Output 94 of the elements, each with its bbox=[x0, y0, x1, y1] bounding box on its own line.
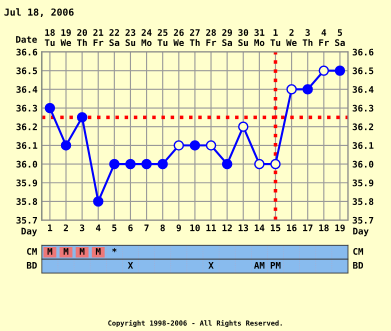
point bbox=[334, 65, 346, 76]
x2-tick-label: 19 We bbox=[60, 29, 72, 46]
point bbox=[93, 196, 104, 207]
point bbox=[141, 158, 152, 170]
text: AM bbox=[254, 262, 264, 269]
text: CM bbox=[353, 248, 364, 255]
x-tick-label: 7 bbox=[144, 224, 149, 232]
x-tick-label: 1 bbox=[48, 224, 52, 232]
y2-tick-label: 36.1 bbox=[352, 142, 374, 149]
text: X bbox=[128, 262, 134, 269]
text: Day bbox=[353, 228, 369, 236]
x-tick-label: 8 bbox=[160, 224, 165, 232]
point bbox=[318, 65, 330, 76]
x2-tick-label: 1 Tu bbox=[270, 29, 280, 46]
point bbox=[238, 122, 248, 132]
x2-tick-label: 30 Su bbox=[238, 29, 248, 46]
x-tick-label: 13 bbox=[238, 224, 248, 232]
x-tick-label: 18 bbox=[319, 224, 329, 232]
x-tick-label: 12 bbox=[222, 224, 232, 232]
y-tick-label: 36.4 bbox=[16, 86, 38, 93]
text: CM bbox=[27, 248, 37, 255]
text: M bbox=[80, 248, 84, 255]
x2-tick-label: 2 We bbox=[286, 29, 297, 46]
point bbox=[222, 158, 232, 170]
point bbox=[76, 112, 88, 123]
text: M bbox=[48, 248, 52, 255]
x-tick-label: 4 bbox=[96, 224, 101, 232]
chart-title: Jul 18, 2006 bbox=[4, 8, 74, 18]
x-tick-label: 16 bbox=[286, 224, 297, 232]
x-tick-label: 6 bbox=[128, 224, 133, 232]
x2-tick-label: 25 Tu bbox=[158, 29, 168, 46]
y2-tick-label: 35.9 bbox=[352, 179, 374, 186]
x2-tick-label: 5 Sa bbox=[335, 29, 345, 46]
point bbox=[190, 140, 200, 151]
point bbox=[254, 158, 265, 170]
x-tick-label: 5 bbox=[112, 224, 116, 232]
y2-tick-label: 36.0 bbox=[352, 160, 374, 168]
point bbox=[206, 140, 216, 151]
y-tick-label: 36.0 bbox=[16, 160, 38, 168]
text: BD bbox=[353, 262, 364, 269]
x2-tick-label: 29 Sa bbox=[222, 29, 232, 46]
point bbox=[60, 140, 72, 151]
point bbox=[109, 158, 120, 170]
x2-tick-label: 22 Sa bbox=[109, 29, 120, 46]
y2-tick-label: 36.6 bbox=[352, 48, 374, 56]
y2-tick-label: 35.7 bbox=[352, 216, 374, 224]
x-tick-label: 14 bbox=[254, 224, 264, 232]
x2-tick-label: 28 Fr bbox=[206, 29, 216, 46]
point bbox=[44, 102, 56, 114]
x2-tick-label: 24 Mo bbox=[142, 29, 152, 46]
x2-tick-label: 20 Th bbox=[77, 29, 88, 46]
text: X bbox=[208, 262, 214, 269]
x2-tick-label: 26 We bbox=[173, 29, 184, 46]
x-tick-label: 15 bbox=[270, 224, 280, 232]
x-tick-label: 9 bbox=[176, 224, 181, 232]
y-tick-label: 36.3 bbox=[16, 104, 38, 112]
text: BD bbox=[26, 262, 37, 269]
x2-tick-label: 31 Mo bbox=[254, 29, 264, 46]
y2-tick-label: 36.2 bbox=[352, 123, 374, 130]
text: M bbox=[96, 248, 101, 255]
point bbox=[270, 158, 281, 170]
x2-tick-label: 23 Su bbox=[126, 29, 136, 46]
y-tick-label: 36.6 bbox=[16, 48, 38, 56]
y2-tick-label: 36.4 bbox=[352, 86, 374, 93]
x2-tick-label: 21 Fr bbox=[93, 29, 104, 46]
x2-tick-label: 4 Fr bbox=[319, 29, 329, 46]
y-tick-label: 36.2 bbox=[16, 123, 37, 130]
text: M bbox=[64, 248, 68, 255]
x-tick-label: 3 bbox=[80, 224, 84, 232]
x2-tick-label: 27 Th bbox=[190, 29, 200, 46]
point bbox=[125, 158, 136, 170]
x-tick-label: 17 bbox=[303, 224, 312, 232]
y-tick-label: 35.8 bbox=[16, 198, 38, 205]
y-tick-label: 35.7 bbox=[16, 216, 37, 224]
y-tick-label: 36.1 bbox=[16, 142, 38, 149]
x2-tick-label: 18 Tu bbox=[44, 29, 55, 46]
x-axis-title: Day bbox=[22, 228, 37, 236]
y2-tick-label: 36.3 bbox=[352, 104, 374, 112]
x-tick-label: 2 bbox=[64, 224, 68, 232]
point bbox=[286, 84, 297, 95]
text: * bbox=[112, 248, 117, 252]
y-tick-label: 36.5 bbox=[16, 67, 38, 74]
x2-tick-label: 3 Th bbox=[302, 29, 312, 46]
x-tick-label: 11 bbox=[206, 224, 216, 232]
x-tick-label: 10 bbox=[190, 224, 200, 232]
x2-axis-title: Date bbox=[16, 36, 37, 43]
x-tick-label: 19 bbox=[335, 224, 345, 232]
point bbox=[174, 140, 184, 151]
y-tick-label: 35.9 bbox=[16, 179, 38, 186]
point bbox=[157, 158, 168, 170]
text: PM bbox=[270, 262, 281, 269]
y2-tick-label: 36.5 bbox=[352, 67, 374, 74]
point bbox=[302, 84, 313, 95]
y2-tick-label: 35.8 bbox=[352, 198, 374, 205]
